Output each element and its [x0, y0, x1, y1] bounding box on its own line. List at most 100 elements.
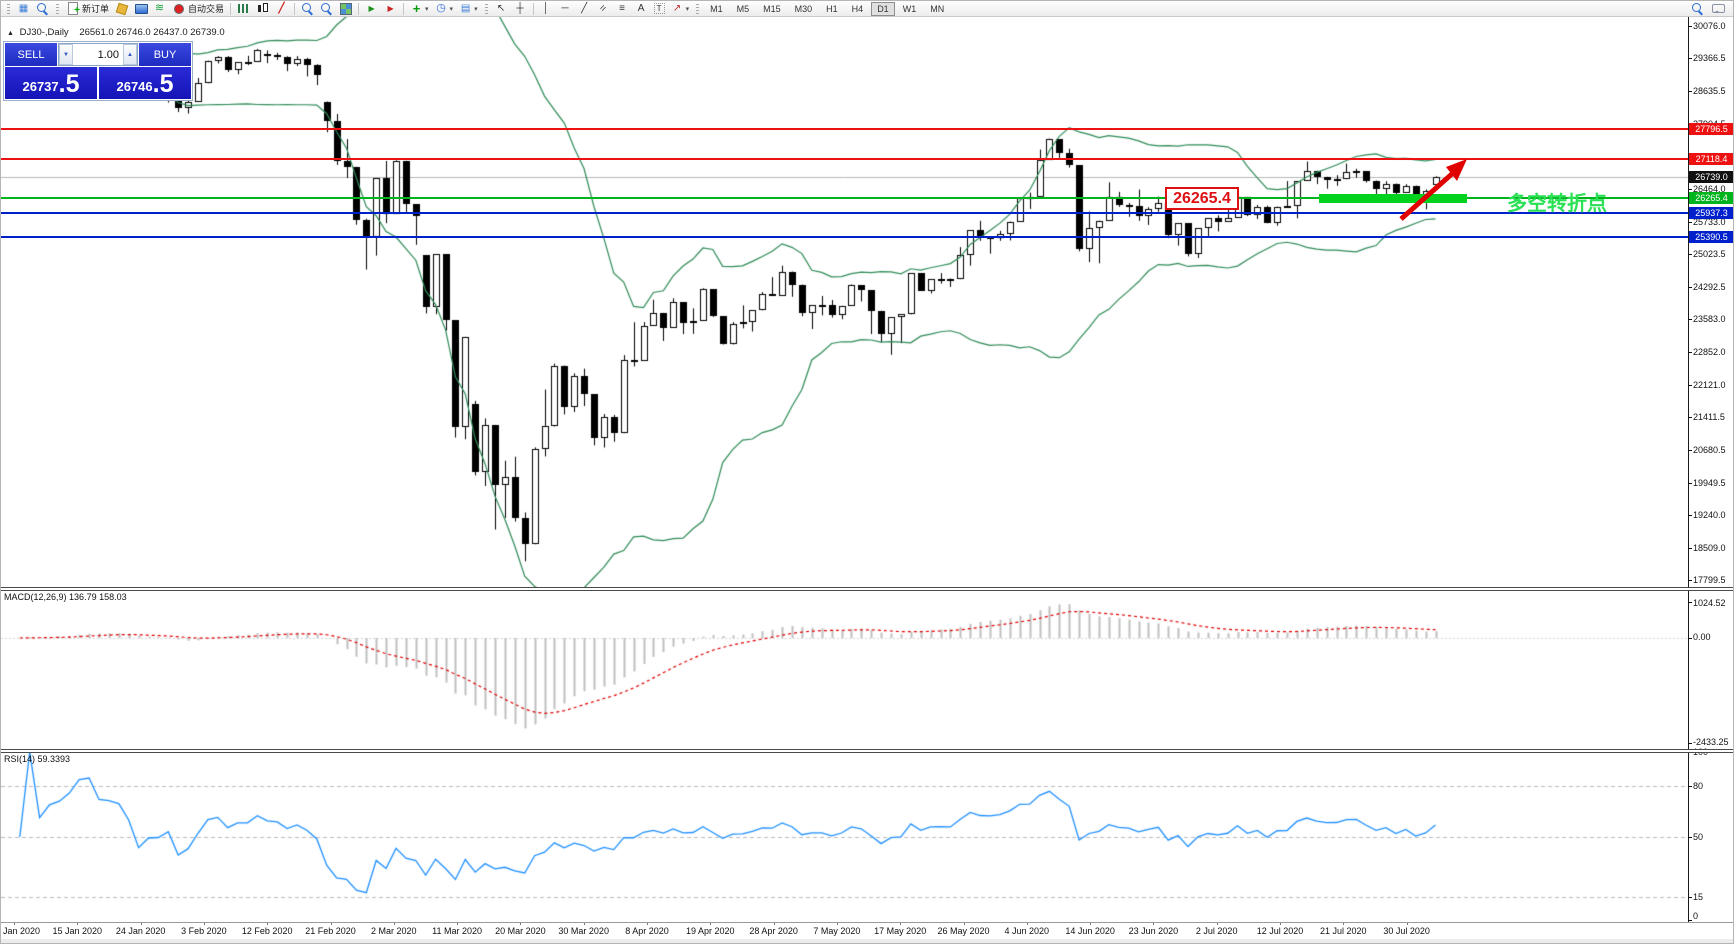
price-tick-mark	[1688, 515, 1692, 516]
sell-price-box[interactable]: 26737 .5	[5, 67, 97, 99]
chart-preview-icon[interactable]	[33, 2, 52, 16]
macd-axis-label: 0.00	[1693, 632, 1711, 642]
autotrading-icon	[172, 2, 185, 15]
horizontal-line-icon[interactable]: ─	[556, 2, 575, 16]
bar-chart-icon	[237, 2, 250, 15]
timeframe-m5[interactable]: M5	[736, 3, 750, 14]
autotrading-button[interactable]: 自动交易	[169, 2, 227, 16]
price-tick-label: 21411.5	[1693, 412, 1725, 422]
volume-down-button[interactable]: ▼	[59, 44, 73, 65]
buy-price-int: 26746	[116, 79, 153, 94]
chevron-down-icon[interactable]: ▾	[425, 5, 429, 13]
rsi-axis-label: 0	[1693, 911, 1699, 921]
zoom-in-icon[interactable]	[298, 2, 317, 16]
price-line-label-27118.4: 27118.4	[1689, 153, 1733, 165]
turning-point-text[interactable]: 多空转折点	[1507, 193, 1607, 215]
indicators-button[interactable]: + ▾	[407, 2, 432, 16]
rsi-splitter[interactable]	[1, 749, 1733, 753]
terminal-icon[interactable]	[131, 2, 150, 16]
timeframe-w1[interactable]: W1	[902, 3, 917, 14]
rsi-panel[interactable]	[1, 753, 1688, 922]
arrows-icon[interactable]: ↗ ▾	[668, 2, 693, 16]
collapse-triangle-icon[interactable]: ▲	[7, 30, 14, 37]
toolbar-separator	[230, 2, 232, 15]
chevron-down-icon[interactable]: ▾	[474, 5, 478, 13]
date-label: 20 Mar 2020	[495, 926, 546, 936]
price-line-27118.4[interactable]	[1, 158, 1688, 160]
candlestick-chart-icon[interactable]	[253, 2, 272, 16]
tile-windows-icon[interactable]	[336, 2, 355, 16]
timeframe-m15[interactable]: M15	[763, 3, 781, 14]
candlestick-chart-icon	[256, 2, 269, 15]
signals-icon[interactable]: ≋	[150, 2, 169, 16]
main-chart-canvas[interactable]	[1, 16, 1688, 587]
price-line-25937.3[interactable]	[1, 212, 1688, 214]
toolbar-grip[interactable]	[696, 3, 700, 14]
rsi-tick-mark	[1688, 897, 1692, 898]
date-label: 21 Jul 2020	[1320, 926, 1367, 936]
volume-value[interactable]: 1.00	[97, 48, 119, 61]
text-label-icon[interactable]: T	[651, 2, 668, 16]
cursor-icon[interactable]: ↖	[492, 2, 511, 16]
timeframe-h1[interactable]: H1	[826, 3, 838, 14]
chart-shift-icon[interactable]: ▶	[362, 2, 381, 16]
price-line-25390.5[interactable]	[1, 236, 1688, 238]
price-annotation-box[interactable]: 26265.4	[1165, 187, 1239, 210]
equidistant-channel-icon[interactable]: =	[594, 2, 613, 16]
date-tick-mark	[1027, 922, 1028, 925]
metaeditor-icon[interactable]	[112, 2, 131, 16]
price-line-27796.5[interactable]	[1, 128, 1688, 130]
crosshair-icon[interactable]: ┼	[511, 2, 530, 16]
price-line-26265.4[interactable]	[1, 197, 1688, 199]
toolbar-grip[interactable]	[7, 3, 10, 14]
line-chart-icon[interactable]: ╱	[272, 2, 291, 16]
buy-price-box[interactable]: 26746 .5	[99, 67, 191, 99]
date-label: 4 Jun 2020	[1004, 926, 1050, 936]
timeframe-m30[interactable]: M30	[794, 3, 813, 14]
macd-panel[interactable]	[1, 591, 1688, 749]
zoom-out-icon[interactable]	[317, 2, 336, 16]
fibonacci-icon[interactable]: ≡	[613, 2, 632, 16]
price-tick-label: 22852.0	[1693, 347, 1726, 357]
new-order-button[interactable]: 新订单	[63, 2, 112, 17]
timeframe-d1[interactable]: D1	[871, 1, 895, 16]
text-icon[interactable]: A	[632, 2, 651, 16]
price-tick-mark	[1688, 548, 1692, 549]
chevron-down-icon[interactable]: ▾	[685, 5, 690, 13]
macd-splitter[interactable]	[1, 587, 1733, 591]
templates-button[interactable]: ▤ ▾	[456, 2, 481, 16]
vertical-line-icon[interactable]: │	[537, 2, 556, 16]
price-tick-label: 28635.5	[1693, 86, 1726, 96]
toolbar-grip[interactable]	[56, 3, 59, 14]
toolbar: ▦ 新订单 ≋自动交易 ╱ ▶▶ +▾◷▾▤▾ ↖┼ │─ ╱ =≡ AT↗▾ M1 M5 M15 M30…	[1, 1, 1733, 17]
new-chart-icon[interactable]: ▦	[14, 2, 33, 16]
bar-chart-icon[interactable]	[234, 2, 253, 16]
volume-up-button[interactable]: ▲	[123, 44, 137, 65]
date-label: 14 Jun 2020	[1065, 926, 1115, 936]
search-icon[interactable]	[1691, 2, 1704, 15]
date-tick-mark	[1090, 922, 1091, 925]
toolbar-grip[interactable]	[484, 3, 488, 14]
macd-tick-mark	[1688, 743, 1692, 744]
sell-button[interactable]: SELL	[5, 43, 57, 66]
timeframe-mn[interactable]: MN	[930, 3, 945, 14]
rsi-axis-label: 15	[1693, 892, 1704, 902]
date-label: 12 Jul 2020	[1256, 926, 1304, 936]
date-tick-mark	[204, 922, 205, 925]
buy-button[interactable]: BUY	[139, 43, 191, 66]
toolbar-separator	[403, 2, 405, 15]
text-icon: A	[637, 3, 645, 14]
support-highlight-bar[interactable]	[1319, 194, 1467, 203]
chat-icon[interactable]	[1712, 2, 1725, 15]
periods-button[interactable]: ◷ ▾	[432, 2, 457, 16]
metaeditor-icon	[115, 2, 128, 15]
date-tick-mark	[647, 922, 648, 925]
trendline-icon: ╱	[581, 3, 588, 14]
macd-tick-mark	[1688, 638, 1692, 639]
trend-arrow[interactable]	[1391, 151, 1479, 227]
chevron-down-icon[interactable]: ▾	[449, 5, 454, 13]
auto-scroll-icon[interactable]: ▶	[381, 2, 400, 16]
trendline-icon[interactable]: ╱	[575, 2, 594, 16]
timeframe-m1[interactable]: M1	[710, 3, 723, 14]
timeframe-h4[interactable]: H4	[851, 3, 864, 14]
